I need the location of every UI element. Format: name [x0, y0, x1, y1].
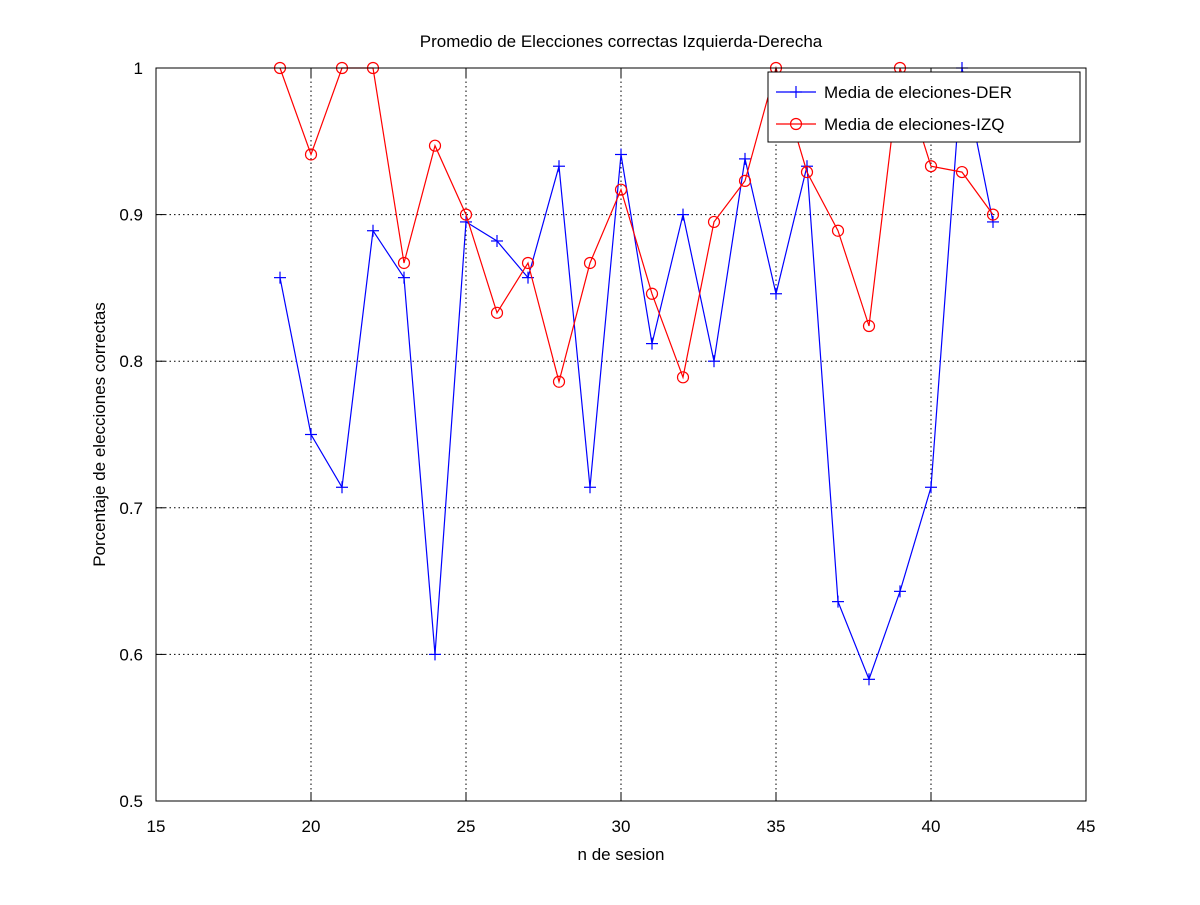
y-tick-label: 0.7	[119, 499, 143, 518]
data-point-circle	[800, 165, 814, 179]
x-tick-label: 15	[147, 817, 166, 836]
data-point-circle	[924, 160, 938, 173]
data-point-plus	[894, 585, 906, 598]
data-point-plus	[770, 287, 782, 300]
data-point-plus	[429, 648, 441, 661]
data-point-circle	[490, 306, 504, 319]
data-point-circle	[862, 319, 876, 333]
x-tick-label: 20	[302, 817, 321, 836]
series-der	[274, 62, 999, 686]
data-point-plus	[460, 215, 472, 228]
data-point-circle	[738, 174, 752, 187]
legend-label: Media de eleciones-IZQ	[824, 115, 1004, 134]
data-point-plus	[274, 271, 286, 284]
data-point-plus	[398, 271, 410, 284]
data-point-circle	[521, 256, 535, 270]
data-point-plus	[987, 215, 999, 228]
data-point-circle	[428, 139, 442, 152]
legend-item-der: Media de eleciones-DER	[776, 83, 1012, 102]
data-point-plus	[646, 337, 658, 350]
data-point-circle	[789, 117, 803, 131]
legend: Media de eleciones-DER Media de eleciones…	[767, 71, 1081, 143]
y-tick-label: 0.9	[119, 206, 143, 225]
data-point-plus	[584, 481, 596, 494]
data-point-circle	[397, 256, 411, 270]
series-line	[279, 67, 994, 682]
data-point-plus	[925, 481, 937, 494]
chart-title: Promedio de Elecciones correctas Izquier…	[420, 32, 823, 51]
legend-item-izq: Media de eleciones-IZQ	[776, 115, 1004, 134]
y-tick-label: 0.8	[119, 352, 143, 371]
data-point-circle	[986, 208, 1000, 221]
data-point-circle	[831, 224, 845, 237]
data-point-plus	[336, 481, 348, 494]
data-point-circle	[676, 371, 690, 384]
series-line	[279, 65, 994, 385]
y-tick-label: 0.5	[119, 792, 143, 811]
x-tick-label: 40	[922, 817, 941, 836]
data-point-plus	[739, 152, 751, 165]
data-point-circle	[459, 208, 473, 221]
data-point-circle	[707, 215, 721, 229]
data-point-circle	[583, 256, 597, 270]
data-point-circle	[304, 148, 318, 161]
data-point-plus	[790, 86, 802, 98]
axis-ticks: 15 20 25 30 35 40 45 0.5 0.6 0.7 0.8 0.9 1	[119, 59, 1095, 836]
x-tick-label: 25	[457, 817, 476, 836]
data-point-plus	[553, 160, 565, 173]
data-point-circle	[645, 287, 659, 300]
legend-label: Media de eleciones-DER	[824, 83, 1012, 102]
data-point-circle	[552, 375, 566, 388]
x-axis-label: n de sesion	[578, 845, 665, 864]
legend-box	[767, 71, 1081, 143]
y-tick-label: 0.6	[119, 645, 143, 664]
data-point-plus	[615, 148, 627, 161]
x-tick-label: 30	[612, 817, 631, 836]
data-point-plus	[863, 673, 875, 686]
y-tick-label: 1	[134, 59, 143, 78]
data-point-plus	[305, 428, 317, 441]
data-point-plus	[491, 234, 503, 247]
data-point-plus	[677, 208, 689, 221]
data-point-plus	[708, 355, 720, 368]
y-axis-label: Porcentaje de elecciones correctas	[90, 302, 109, 567]
data-point-plus	[832, 595, 844, 608]
data-point-circle	[614, 183, 628, 196]
data-point-plus	[367, 224, 379, 237]
data-point-circle	[955, 165, 969, 179]
x-tick-label: 35	[767, 817, 786, 836]
x-tick-label: 45	[1077, 817, 1096, 836]
